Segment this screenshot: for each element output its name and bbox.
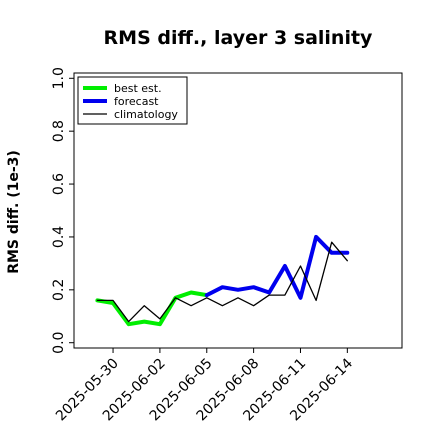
legend-label-best-est: best est.: [114, 82, 162, 95]
y-tick-label: 0.0: [51, 332, 67, 354]
plot-frame: [73, 72, 403, 349]
series-layer: [95, 234, 350, 327]
y-tick-label: 0.4: [51, 226, 67, 248]
series-line-climatology: [96, 241, 348, 323]
chart-title: RMS diff., layer 3 salinity: [104, 27, 374, 49]
series-line-forecast: [204, 234, 350, 300]
y-tick-label: 1.0: [51, 67, 67, 89]
y-tick-label: 0.8: [51, 120, 67, 142]
series-line-best-est: [95, 290, 209, 327]
y-tick-label: 0.6: [51, 173, 67, 195]
y-tick-label: 0.2: [51, 279, 67, 301]
legend-label-forecast: forecast: [114, 95, 159, 108]
legend-label-climatology: climatology: [114, 108, 178, 121]
x-ticks: 2025-05-302025-06-022025-06-052025-06-08…: [53, 348, 356, 424]
y-ticks: 0.0 0.2 0.4 0.6 0.8 1.0: [51, 67, 74, 354]
y-axis-label: RMS diff. (1e-3): [6, 150, 22, 274]
